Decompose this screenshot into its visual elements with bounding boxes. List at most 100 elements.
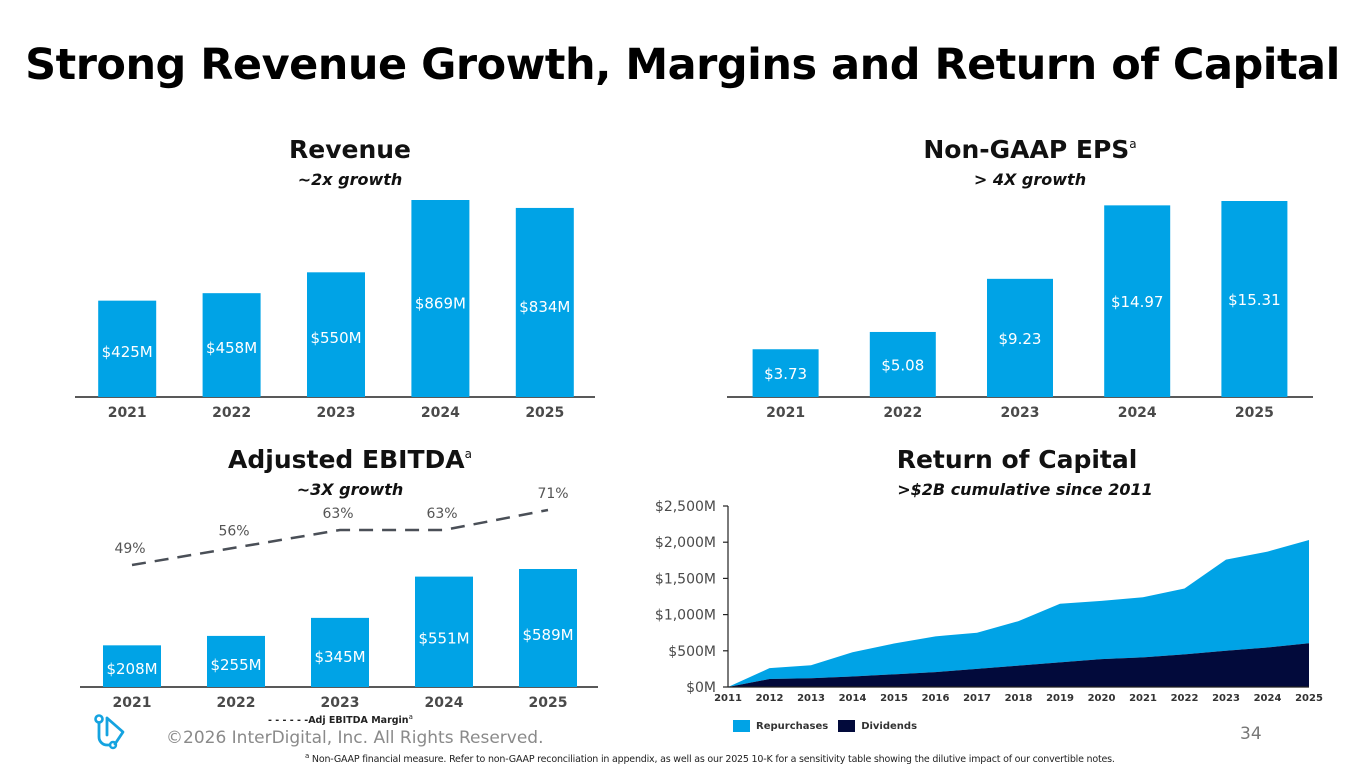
footnote-marker: a: [305, 752, 310, 760]
bar-value-label: $9.23: [999, 330, 1042, 348]
bar-value-label: $3.73: [764, 365, 807, 383]
bar-value-label: $5.08: [881, 356, 924, 374]
dividends-swatch: [838, 720, 856, 732]
x-tick-label: 2023: [1001, 405, 1040, 421]
x-tick-label: 2016: [922, 693, 950, 704]
bar-value-label: $458M: [206, 339, 257, 357]
bar: [103, 645, 161, 687]
x-tick-label: 2024: [421, 405, 460, 421]
x-tick-label: 2025: [1295, 693, 1323, 704]
bar: [98, 300, 157, 397]
bar-value-label: $550M: [310, 329, 361, 347]
bar: [202, 293, 261, 397]
x-tick-label: 2023: [317, 405, 356, 421]
page-number: 34: [1240, 724, 1262, 744]
margin-value-label: 63%: [426, 506, 457, 522]
bar-value-label: $425M: [102, 343, 153, 361]
bar-value-label: $589M: [522, 626, 573, 644]
y-tick-label: $2,000M: [655, 535, 716, 551]
y-tick-label: $1,500M: [655, 571, 716, 587]
x-tick-label: 2025: [1235, 405, 1274, 421]
bar-value-label: $255M: [210, 656, 261, 674]
x-tick-label: 2024: [1254, 693, 1282, 704]
bar-value-label: $834M: [519, 298, 570, 316]
x-tick-label: 2023: [321, 695, 360, 711]
ebitda-title-text: Adjusted EBITDA: [228, 445, 465, 474]
x-tick-label: 2015: [880, 693, 908, 704]
bar-value-label: $869M: [415, 294, 466, 312]
eps-title-text: Non-GAAP EPS: [923, 135, 1130, 164]
bar: [1104, 205, 1171, 397]
revenue-title: Revenue: [150, 135, 550, 164]
x-tick-label: 2020: [1088, 693, 1116, 704]
bar: [311, 617, 369, 687]
footnote-text: Non-GAAP financial measure. Refer to non…: [311, 754, 1115, 766]
repurchases-area: [728, 540, 1309, 687]
x-tick-label: 2017: [963, 693, 991, 704]
eps-chart: $3.73 2021 $5.08 2022 $9.23 2023 $14.97 2024 $15…: [727, 201, 1313, 421]
x-tick-label: 2025: [529, 695, 568, 711]
revenue-chart: $425M 2021 $458M 2022 $550M 2023 $869M 2024 $834…: [75, 200, 595, 421]
y-tick-label: $500M: [668, 644, 716, 660]
ebitda-chart: $208M 2021 $255M 2022 $345M 2023 $551M 2024 $589…: [80, 486, 598, 711]
interdigital-logo-icon: [94, 714, 125, 750]
x-tick-label: 2021: [766, 405, 805, 421]
ebitda-margin-legend-superscript: a: [408, 713, 413, 721]
roc-subtitle: >$2B cumulative since 2011: [897, 480, 1153, 499]
x-tick-label: 2018: [1005, 693, 1033, 704]
margin-value-label: 56%: [218, 524, 249, 540]
bar: [207, 635, 265, 687]
x-tick-label: 2021: [113, 695, 152, 711]
x-tick-label: 2025: [525, 405, 564, 421]
margin-value-label: 49%: [114, 541, 145, 557]
eps-subtitle: > 4X growth: [973, 170, 1087, 189]
page-title: Strong Revenue Growth, Margins and Retur…: [25, 40, 1340, 90]
ebitda-margin-legend-label: - - - - - -Adj EBITDA Margin: [268, 715, 409, 727]
revenue-subtitle: ~2x growth: [297, 170, 403, 189]
x-tick-label: 2011: [714, 693, 742, 704]
roc-legend: Repurchases Dividends: [733, 720, 917, 732]
bar-value-label: $208M: [106, 660, 157, 678]
bar: [515, 207, 574, 397]
roc-title: Return of Capital: [896, 445, 1138, 474]
eps-title: Non-GAAP EPSa: [830, 135, 1230, 164]
x-tick-label: 2022: [1171, 693, 1199, 704]
bar: [411, 200, 470, 397]
ebitda-title-superscript: a: [464, 447, 472, 461]
y-tick-label: $0M: [686, 680, 716, 696]
bar: [519, 569, 577, 687]
bar-value-label: $345M: [314, 648, 365, 666]
x-tick-label: 2022: [212, 405, 251, 421]
bar: [307, 272, 365, 397]
x-tick-label: 2023: [1212, 693, 1240, 704]
bar: [987, 278, 1053, 397]
ebitda-subtitle: ~3X growth: [296, 480, 404, 499]
return-of-capital-chart: $0M $500M $1,000M $1,500M $2,000M $2,500M 2011…: [655, 499, 1323, 704]
footnote: a Non-GAAP financial measure. Refer to n…: [305, 752, 1115, 765]
x-tick-label: 2012: [756, 693, 784, 704]
repurchases-swatch: [733, 720, 750, 732]
bar: [415, 576, 473, 687]
bar-value-label: $14.97: [1111, 293, 1164, 311]
ebitda-title: Adjusted EBITDAa: [150, 445, 550, 474]
y-tick-label: $1,000M: [655, 608, 716, 624]
bar: [752, 349, 819, 397]
repurchases-legend-label: Repurchases: [756, 720, 829, 732]
copyright: ©2026 InterDigital, Inc. All Rights Rese…: [166, 728, 544, 748]
x-tick-label: 2019: [1046, 693, 1074, 704]
ebitda-margin-legend: - - - - - -Adj EBITDA Margina: [268, 713, 413, 726]
bar: [869, 331, 936, 397]
x-tick-label: 2024: [425, 695, 464, 711]
x-tick-label: 2024: [1118, 405, 1157, 421]
margin-value-label: 71%: [537, 486, 568, 502]
margin-value-label: 63%: [322, 506, 353, 522]
bar-value-label: $15.31: [1228, 291, 1281, 309]
x-tick-label: 2022: [217, 695, 256, 711]
eps-title-superscript: a: [1129, 137, 1137, 151]
revenue-title-text: Revenue: [288, 135, 411, 164]
x-tick-label: 2021: [108, 405, 147, 421]
x-tick-label: 2014: [839, 693, 867, 704]
bar: [1221, 201, 1288, 397]
x-tick-label: 2022: [883, 405, 922, 421]
